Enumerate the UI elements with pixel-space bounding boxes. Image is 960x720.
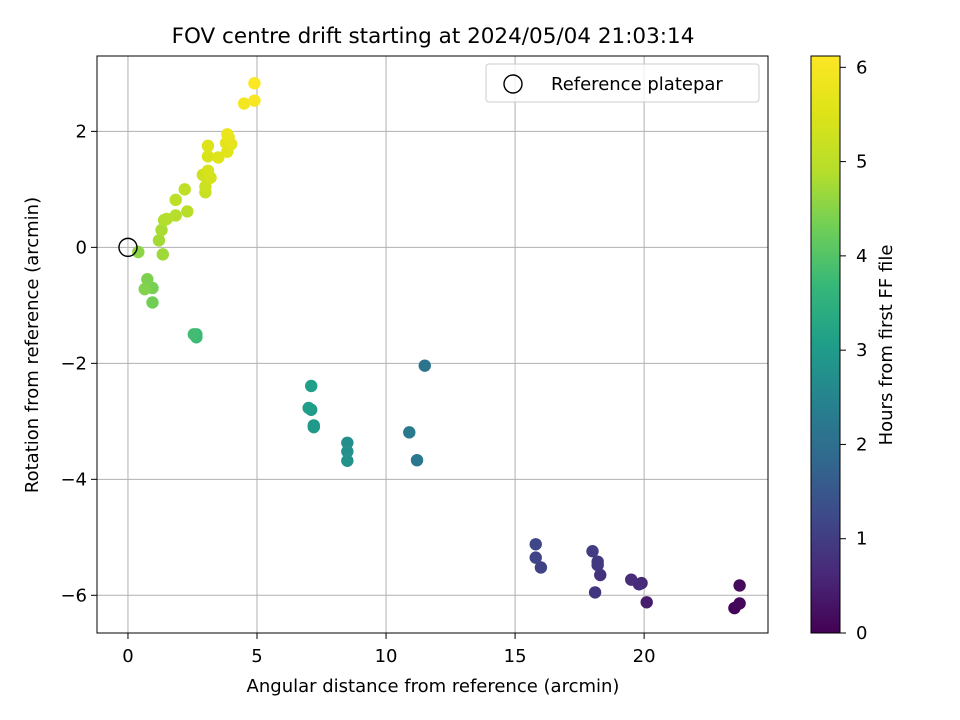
colorbar: 0 1 2 3 4 5 6 Hours from first FF file [810, 55, 897, 644]
data-point [341, 445, 354, 458]
data-point [156, 248, 170, 261]
y-axis-ticks: −6 −4 −2 0 2 [60, 121, 97, 606]
data-point [529, 538, 542, 551]
data-point [341, 436, 354, 449]
data-point [418, 359, 431, 372]
data-point [212, 151, 225, 164]
data-point [248, 94, 261, 107]
y-tick-label: −6 [60, 585, 87, 606]
data-point [625, 573, 638, 586]
data-point [201, 164, 215, 178]
legend: Reference platepar [485, 63, 760, 103]
data-point [132, 245, 145, 259]
x-tick-label: 5 [251, 646, 262, 667]
colorbar-tick-label: 1 [856, 529, 867, 550]
x-tick-label: 20 [633, 646, 656, 667]
data-point [169, 193, 182, 207]
reference-marker [118, 237, 138, 258]
colorbar-frame [810, 55, 841, 634]
y-axis-label: Rotation from reference (arcmin) [22, 197, 43, 493]
data-point [181, 205, 194, 218]
data-point [305, 379, 318, 393]
data-point [588, 586, 602, 599]
chart-title: FOV centre drift starting at 2024/05/04 … [172, 24, 695, 49]
colorbar-tick-label: 4 [856, 246, 867, 267]
data-point [187, 328, 200, 341]
colorbar-ticks: 0 1 2 3 4 5 6 [840, 57, 867, 644]
plot-frame [96, 55, 769, 634]
colorbar-tick-label: 3 [856, 340, 867, 361]
data-point [534, 561, 548, 574]
colorbar-tick-label: 2 [856, 434, 867, 455]
data-point [237, 97, 251, 110]
data-point [594, 568, 607, 582]
data-point [640, 596, 653, 609]
plot-area [96, 55, 769, 634]
data-point [201, 150, 215, 163]
data-point [178, 183, 191, 196]
data-point [141, 273, 154, 286]
data-point [248, 77, 261, 90]
colorbar-tick-label: 5 [856, 152, 867, 173]
legend-label: Reference platepar [551, 74, 723, 95]
y-tick-label: 2 [76, 121, 87, 142]
data-point [410, 453, 424, 467]
colorbar-tick-label: 6 [856, 57, 867, 78]
colorbar-label: Hours from first FF file [876, 245, 897, 446]
y-tick-label: −2 [60, 353, 87, 374]
y-tick-label: 0 [76, 237, 87, 258]
x-tick-label: 10 [375, 646, 398, 667]
data-point [152, 234, 166, 247]
legend-marker [503, 74, 523, 94]
x-tick-label: 0 [122, 646, 133, 667]
grid [97, 56, 768, 633]
data-point [138, 282, 151, 296]
data-point [201, 139, 215, 153]
y-tick-label: −4 [60, 469, 87, 490]
data-point [733, 579, 746, 592]
data-point [341, 454, 354, 467]
data-point [307, 420, 320, 434]
data-point [586, 545, 599, 558]
data-point [169, 209, 182, 222]
data-point [403, 426, 416, 439]
data-point [529, 551, 542, 564]
legend-box [485, 63, 760, 103]
data-point [591, 555, 604, 568]
x-axis-ticks: 0 5 10 15 20 [122, 633, 656, 667]
colorbar-tick-label: 0 [856, 623, 867, 644]
data-point [221, 128, 234, 141]
data-point [146, 296, 159, 309]
colorbar-gradient [811, 56, 840, 633]
data-point [155, 223, 168, 237]
x-tick-label: 15 [504, 646, 527, 667]
data-point [733, 597, 746, 610]
data-point [302, 401, 315, 415]
scatter-points [132, 77, 746, 615]
x-axis-label: Angular distance from reference (arcmin) [247, 676, 620, 697]
